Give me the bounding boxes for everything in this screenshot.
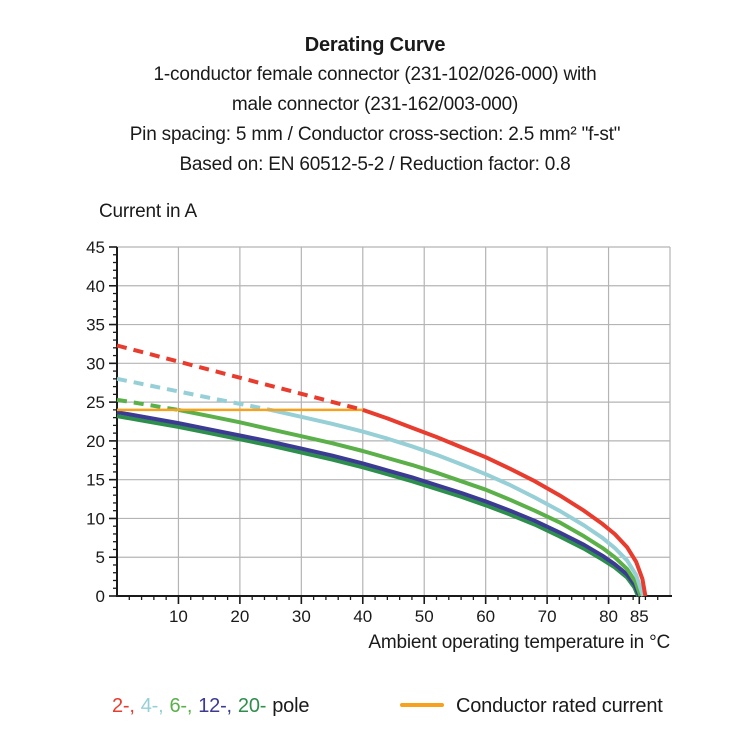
chart-title: Derating Curve bbox=[304, 34, 446, 56]
svg-text:25: 25 bbox=[86, 393, 105, 412]
title-block: Derating Curve 1-conductor female connec… bbox=[0, 30, 750, 180]
svg-text:85: 85 bbox=[630, 607, 649, 626]
x-axis-title: Ambient operating temperature in °C bbox=[368, 632, 670, 653]
svg-text:70: 70 bbox=[538, 607, 557, 626]
svg-text:40: 40 bbox=[353, 607, 372, 626]
svg-text:0: 0 bbox=[96, 587, 105, 606]
svg-text:35: 35 bbox=[86, 316, 105, 335]
svg-text:30: 30 bbox=[292, 607, 311, 626]
title-subline-4: Based on: EN 60512-5-2 / Reduction facto… bbox=[179, 154, 571, 175]
svg-text:60: 60 bbox=[476, 607, 495, 626]
svg-text:80: 80 bbox=[599, 607, 618, 626]
svg-text:30: 30 bbox=[86, 354, 105, 373]
y-axis-title: Current in A bbox=[99, 201, 197, 222]
svg-text:15: 15 bbox=[86, 471, 105, 490]
title-subline-3: Pin spacing: 5 mm / Conductor cross-sect… bbox=[129, 124, 621, 145]
svg-text:10: 10 bbox=[169, 607, 188, 626]
svg-text:40: 40 bbox=[86, 277, 105, 296]
svg-text:10: 10 bbox=[86, 509, 105, 528]
svg-text:20: 20 bbox=[230, 607, 249, 626]
svg-text:20: 20 bbox=[86, 432, 105, 451]
svg-text:50: 50 bbox=[415, 607, 434, 626]
svg-text:5: 5 bbox=[96, 548, 105, 567]
title-subline-2: male connector (231-162/003-000) bbox=[231, 94, 519, 115]
title-subline-1: 1-conductor female connector (231-102/02… bbox=[153, 64, 597, 85]
svg-text:45: 45 bbox=[86, 238, 105, 257]
